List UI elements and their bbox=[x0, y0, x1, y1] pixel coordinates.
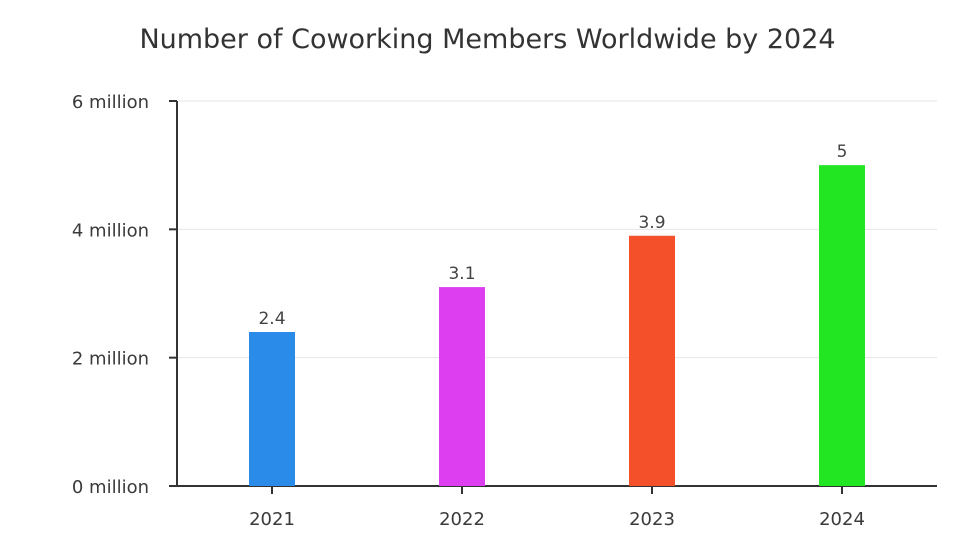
y-tick-label: 6 million bbox=[72, 92, 149, 113]
x-tick-label: 2021 bbox=[249, 509, 295, 530]
bar-2021 bbox=[249, 332, 295, 486]
x-tick-label: 2023 bbox=[629, 509, 675, 530]
bar-2024 bbox=[819, 165, 865, 486]
bar-2023 bbox=[629, 235, 675, 486]
y-tick-label: 4 million bbox=[72, 220, 149, 241]
labels: 0 million 2 million 4 million 6 million 2021… bbox=[72, 92, 865, 530]
x-tick-label: 2022 bbox=[439, 509, 485, 530]
chart-title: Number of Coworking Members Worldwide by… bbox=[139, 24, 836, 55]
data-label: 5 bbox=[837, 142, 848, 162]
bar-2022 bbox=[439, 287, 485, 486]
data-label: 3.9 bbox=[638, 213, 665, 233]
axes bbox=[169, 100, 937, 494]
data-label: 3.1 bbox=[448, 264, 475, 284]
data-label: 2.4 bbox=[258, 309, 285, 329]
bars bbox=[249, 165, 865, 486]
gridlines bbox=[177, 100, 937, 359]
y-tick-label: 0 million bbox=[72, 477, 149, 498]
x-tick-label: 2024 bbox=[819, 509, 865, 530]
y-tick-label: 2 million bbox=[72, 349, 149, 370]
